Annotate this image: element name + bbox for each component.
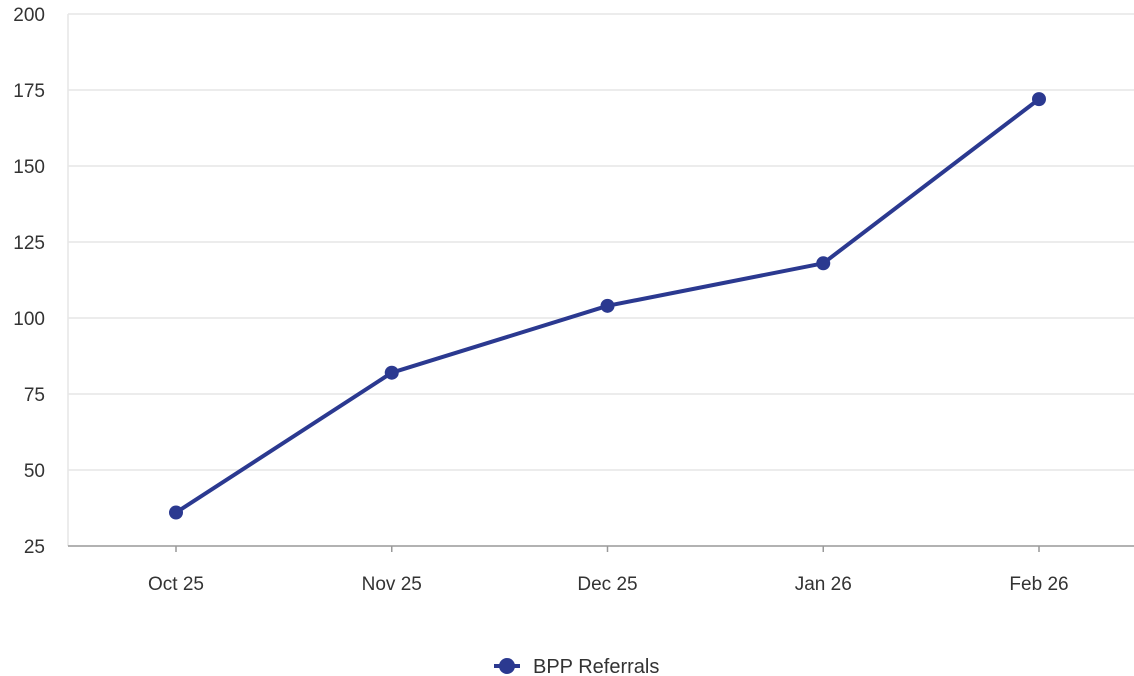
data-point[interactable]: [169, 505, 183, 520]
series: [169, 92, 1046, 520]
y-tick-label: 100: [13, 309, 45, 330]
data-point[interactable]: [816, 256, 831, 271]
y-tick-label: 175: [13, 81, 45, 102]
data-point[interactable]: [1032, 92, 1046, 107]
data-point[interactable]: [600, 298, 615, 313]
x-axis-ticks: Oct 25 Nov 25 Dec 25 Jan 26 Feb 26: [148, 546, 1069, 595]
y-tick-label: 150: [13, 157, 45, 178]
x-tick-label: Dec 25: [577, 574, 637, 595]
data-point[interactable]: [384, 365, 399, 380]
y-tick-label: 25: [24, 537, 45, 558]
x-tick-label: Feb 26: [1009, 574, 1068, 595]
y-tick-label: 50: [24, 461, 45, 482]
x-tick-label: Nov 25: [362, 574, 422, 595]
x-tick-label: Jan 26: [795, 574, 852, 595]
legend[interactable]: BPP Referrals: [494, 656, 659, 676]
y-tick-label: 125: [13, 233, 45, 254]
gridlines: [68, 13, 1134, 471]
y-tick-label: 200: [13, 5, 45, 26]
legend-marker-icon: [499, 658, 515, 674]
x-tick-label: Oct 25: [148, 574, 204, 595]
y-tick-label: 75: [24, 385, 45, 406]
legend-label[interactable]: BPP Referrals: [533, 656, 659, 676]
axes: [67, 14, 1134, 547]
y-axis-ticks: 25 50 75 100 125 150 175 200: [13, 5, 45, 558]
